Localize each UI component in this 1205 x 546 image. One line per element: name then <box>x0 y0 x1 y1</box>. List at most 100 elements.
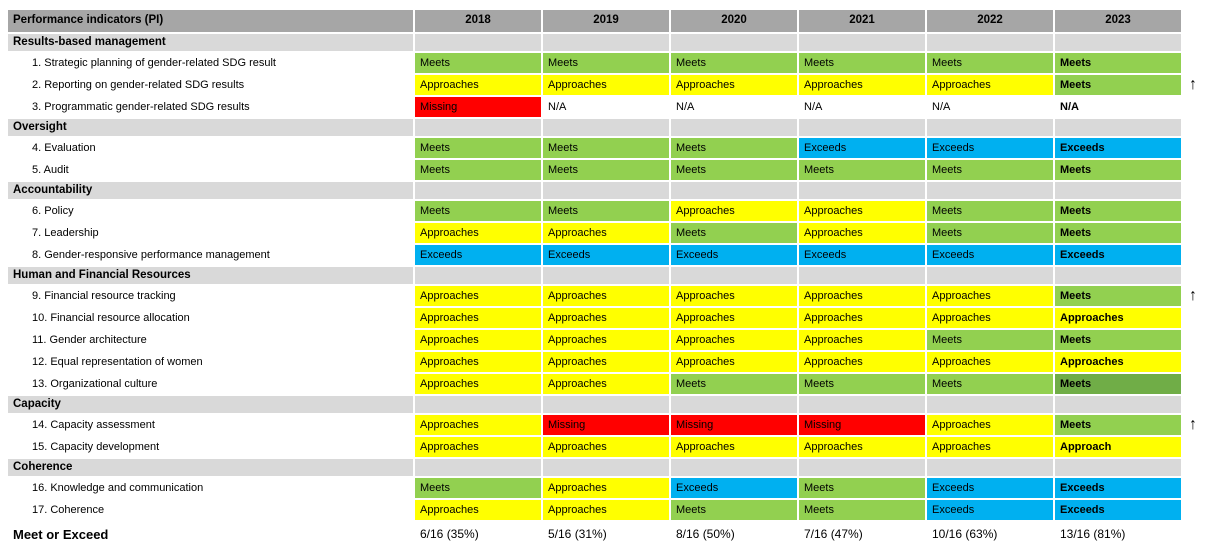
status-cell-2020: Exceeds <box>671 245 797 265</box>
header-row: Performance indicators (PI) 2018 2019 2020 2… <box>8 10 1205 32</box>
section-band-cell <box>543 267 669 284</box>
indicator-label: 11. Gender architecture <box>8 330 413 350</box>
status-cell-2018: Approaches <box>415 223 541 243</box>
row-spacer <box>1183 138 1203 158</box>
status-cell-2023: Meets <box>1055 415 1181 435</box>
status-cell-2018: Approaches <box>415 437 541 457</box>
status-cell-2023: Meets <box>1055 160 1181 180</box>
section-title: Capacity <box>8 396 413 413</box>
status-cell-2019: Approaches <box>543 437 669 457</box>
section-band-cell <box>415 267 541 284</box>
indicator-row: 6. Policy Meets Meets Approaches Approaches M… <box>8 201 1205 221</box>
section-row: Results-based management <box>8 34 1205 51</box>
status-cell-2022: Approaches <box>927 308 1053 328</box>
indicator-row: 1. Strategic planning of gender-related … <box>8 53 1205 73</box>
status-cell-2018: Meets <box>415 138 541 158</box>
status-cell-2023: Meets <box>1055 330 1181 350</box>
year-header-2021: 2021 <box>799 10 925 32</box>
status-cell-2021: Meets <box>799 374 925 394</box>
status-cell-2022: Exceeds <box>927 500 1053 520</box>
indicator-row: 17. Coherence Approaches Approaches Meets Me… <box>8 500 1205 520</box>
status-cell-2019: Approaches <box>543 308 669 328</box>
indicator-row: 10. Financial resource allocation Approac… <box>8 308 1205 328</box>
section-band-cell <box>799 267 925 284</box>
status-cell-2023: Exceeds <box>1055 138 1181 158</box>
status-cell-2020: Approaches <box>671 201 797 221</box>
status-cell-2021: Missing <box>799 415 925 435</box>
status-cell-2022: Meets <box>927 330 1053 350</box>
section-band-cell <box>671 267 797 284</box>
section-band-cell <box>671 182 797 199</box>
row-spacer <box>1183 97 1203 117</box>
year-header-2020: 2020 <box>671 10 797 32</box>
row-spacer <box>1183 374 1203 394</box>
status-cell-2019: Missing <box>543 415 669 435</box>
status-cell-2023: Exceeds <box>1055 478 1181 498</box>
status-cell-2022: Exceeds <box>927 245 1053 265</box>
row-spacer <box>1183 160 1203 180</box>
status-cell-2022: Meets <box>927 53 1053 73</box>
status-cell-2021: Approaches <box>799 330 925 350</box>
status-cell-2021: Approaches <box>799 75 925 95</box>
section-title: Results-based management <box>8 34 413 51</box>
status-cell-2018: Approaches <box>415 352 541 372</box>
status-cell-2019: Meets <box>543 201 669 221</box>
status-cell-2018: Approaches <box>415 286 541 306</box>
indicator-row: 12. Equal representation of women Approac… <box>8 352 1205 372</box>
status-cell-2021: N/A <box>799 97 925 117</box>
status-cell-2023: Meets <box>1055 201 1181 221</box>
status-cell-2018: Approaches <box>415 330 541 350</box>
indicator-row: 13. Organizational culture Approaches Appr… <box>8 374 1205 394</box>
section-band-cell <box>543 34 669 51</box>
status-cell-2018: Approaches <box>415 75 541 95</box>
section-band-cell <box>671 396 797 413</box>
section-band-cell <box>927 34 1053 51</box>
status-cell-2020: Approaches <box>671 75 797 95</box>
section-band-cell <box>799 34 925 51</box>
row-spacer <box>1183 245 1203 265</box>
indicator-label: 17. Coherence <box>8 500 413 520</box>
indicator-label: 9. Financial resource tracking <box>8 286 413 306</box>
indicator-row: 2. Reporting on gender-related SDG resul… <box>8 75 1205 95</box>
status-cell-2020: N/A <box>671 97 797 117</box>
section-band-cell <box>1055 119 1181 136</box>
row-spacer <box>1183 201 1203 221</box>
status-cell-2018: Meets <box>415 53 541 73</box>
summary-value-2018: 6/16 (35%) <box>415 522 541 546</box>
status-cell-2022: Approaches <box>927 75 1053 95</box>
status-cell-2021: Exceeds <box>799 245 925 265</box>
section-band-cell <box>543 459 669 476</box>
section-spacer <box>1183 459 1203 476</box>
status-cell-2022: Approaches <box>927 286 1053 306</box>
indicator-row: 7. Leadership Approaches Approaches Meets Ap… <box>8 223 1205 243</box>
status-cell-2021: Meets <box>799 478 925 498</box>
status-cell-2022: Meets <box>927 201 1053 221</box>
section-band-cell <box>799 182 925 199</box>
summary-row: Meet or Exceed 6/16 (35%) 5/16 (31%) 8/16 (… <box>8 522 1205 546</box>
status-cell-2019: Approaches <box>543 374 669 394</box>
status-cell-2020: Approaches <box>671 437 797 457</box>
status-cell-2019: Approaches <box>543 330 669 350</box>
status-cell-2021: Approaches <box>799 352 925 372</box>
section-band-cell <box>1055 396 1181 413</box>
status-cell-2019: Approaches <box>543 75 669 95</box>
indicator-label: 7. Leadership <box>8 223 413 243</box>
status-cell-2022: Meets <box>927 374 1053 394</box>
status-cell-2023: N/A <box>1055 97 1181 117</box>
indicator-label: 16. Knowledge and communication <box>8 478 413 498</box>
status-cell-2021: Approaches <box>799 223 925 243</box>
section-band-cell <box>799 396 925 413</box>
status-cell-2019: Meets <box>543 138 669 158</box>
status-cell-2023: Exceeds <box>1055 245 1181 265</box>
section-band-cell <box>1055 459 1181 476</box>
status-cell-2020: Exceeds <box>671 478 797 498</box>
row-spacer <box>1183 437 1203 457</box>
section-band-cell <box>671 459 797 476</box>
status-cell-2020: Approaches <box>671 308 797 328</box>
header-spacer <box>1183 10 1203 32</box>
indicator-label: 8. Gender-responsive performance managem… <box>8 245 413 265</box>
indicator-row: 5. Audit Meets Meets Meets Meets Meets Meets <box>8 160 1205 180</box>
summary-value-2023: 13/16 (81%) <box>1055 522 1181 546</box>
summary-value-2020: 8/16 (50%) <box>671 522 797 546</box>
